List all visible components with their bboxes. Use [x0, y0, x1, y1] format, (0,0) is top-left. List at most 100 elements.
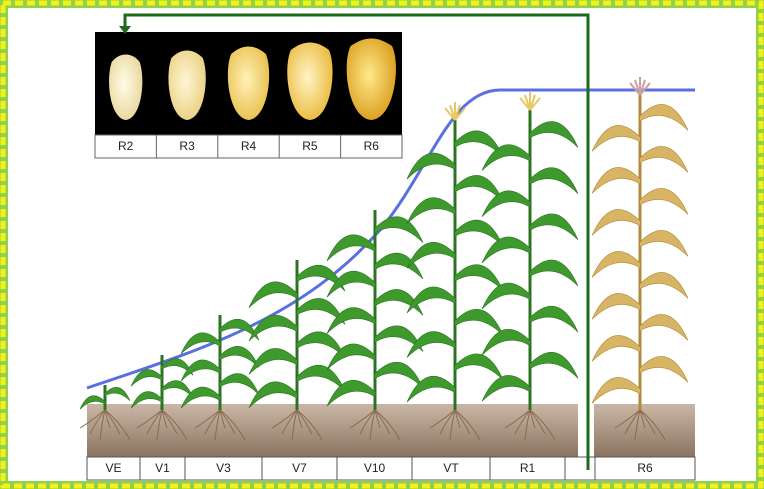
- leaf: [481, 144, 531, 171]
- leaf: [248, 348, 298, 375]
- root: [296, 409, 303, 429]
- kernel: [346, 38, 396, 120]
- root: [359, 409, 376, 435]
- leaf: [591, 377, 641, 404]
- leaf: [374, 325, 424, 352]
- leaf: [248, 314, 298, 342]
- root: [634, 409, 641, 441]
- leaf: [406, 197, 456, 224]
- tassel: [639, 82, 651, 96]
- soil: [87, 404, 695, 457]
- leaf: [529, 167, 579, 194]
- leaf: [481, 282, 531, 310]
- plants: [79, 77, 689, 441]
- root: [204, 409, 221, 435]
- leaf: [591, 335, 641, 362]
- root: [504, 409, 531, 429]
- leaf: [591, 125, 641, 152]
- leaf: [374, 252, 424, 280]
- root: [529, 409, 546, 435]
- leaf: [639, 356, 689, 383]
- root: [624, 409, 641, 435]
- arrow-head: [119, 26, 131, 34]
- root: [79, 409, 106, 429]
- root: [514, 409, 531, 435]
- leaf: [639, 104, 689, 131]
- stage-label: R6: [637, 461, 653, 475]
- leaf: [104, 387, 131, 402]
- leaf: [481, 190, 531, 217]
- stage-label: VE: [105, 461, 121, 475]
- stage-cells: VE V1 V3 V7 V10 VT R1 R6: [105, 457, 653, 480]
- arrow-line: [123, 13, 590, 470]
- leaf: [481, 236, 531, 264]
- kernel: [227, 46, 270, 120]
- root: [219, 409, 226, 429]
- leaf: [639, 188, 689, 215]
- leaf: [248, 381, 298, 408]
- growth-curve: [86, 88, 695, 390]
- root: [161, 409, 188, 441]
- root: [374, 409, 391, 435]
- root: [529, 409, 536, 429]
- leaf: [374, 289, 424, 316]
- stage-label: V10: [364, 461, 386, 475]
- leaf: [481, 375, 531, 402]
- kernel-label: R5: [302, 139, 318, 153]
- root: [349, 409, 376, 429]
- leaf: [326, 234, 376, 261]
- leaf: [529, 352, 579, 379]
- leaf: [591, 167, 641, 194]
- leaf: [406, 376, 456, 403]
- kernel: [287, 42, 333, 120]
- leaf: [219, 346, 260, 368]
- stage-bar: [86, 456, 696, 481]
- root: [369, 409, 376, 441]
- root: [161, 409, 178, 435]
- leaf: [406, 286, 456, 314]
- root: [99, 409, 106, 441]
- leaf: [529, 121, 579, 148]
- tassel: [529, 97, 541, 111]
- leaf: [406, 152, 456, 180]
- root: [146, 409, 163, 435]
- leaf: [79, 395, 106, 410]
- leaf: [219, 318, 260, 341]
- root: [291, 409, 298, 441]
- kernel-label: R4: [241, 139, 257, 153]
- root: [529, 409, 556, 441]
- root: [429, 409, 456, 429]
- root: [156, 409, 163, 441]
- kernel-label: R3: [179, 139, 195, 153]
- leaf: [326, 271, 376, 298]
- root: [439, 409, 456, 435]
- leaf: [406, 331, 456, 358]
- leaf: [180, 359, 221, 382]
- root: [219, 409, 246, 441]
- leaf: [326, 380, 376, 407]
- leaf: [639, 230, 689, 257]
- leaf: [529, 306, 579, 333]
- stage-label: R1: [520, 461, 536, 475]
- leaf: [248, 281, 298, 308]
- leaf: [591, 251, 641, 278]
- leaf: [639, 146, 689, 173]
- root: [524, 409, 531, 441]
- root: [614, 409, 641, 429]
- root: [214, 409, 221, 441]
- root: [639, 409, 666, 441]
- root: [161, 409, 168, 429]
- leaf: [180, 386, 221, 409]
- root: [219, 409, 236, 435]
- leaf: [591, 293, 641, 320]
- stage-label: V1: [155, 461, 170, 475]
- leaf: [406, 242, 456, 269]
- kernel-label: R6: [364, 139, 380, 153]
- root: [639, 409, 646, 429]
- stage-label: V7: [292, 461, 307, 475]
- root: [296, 409, 313, 435]
- leaf: [639, 272, 689, 299]
- tassel: [454, 107, 466, 121]
- root: [104, 409, 121, 435]
- stage-label: V3: [216, 461, 231, 475]
